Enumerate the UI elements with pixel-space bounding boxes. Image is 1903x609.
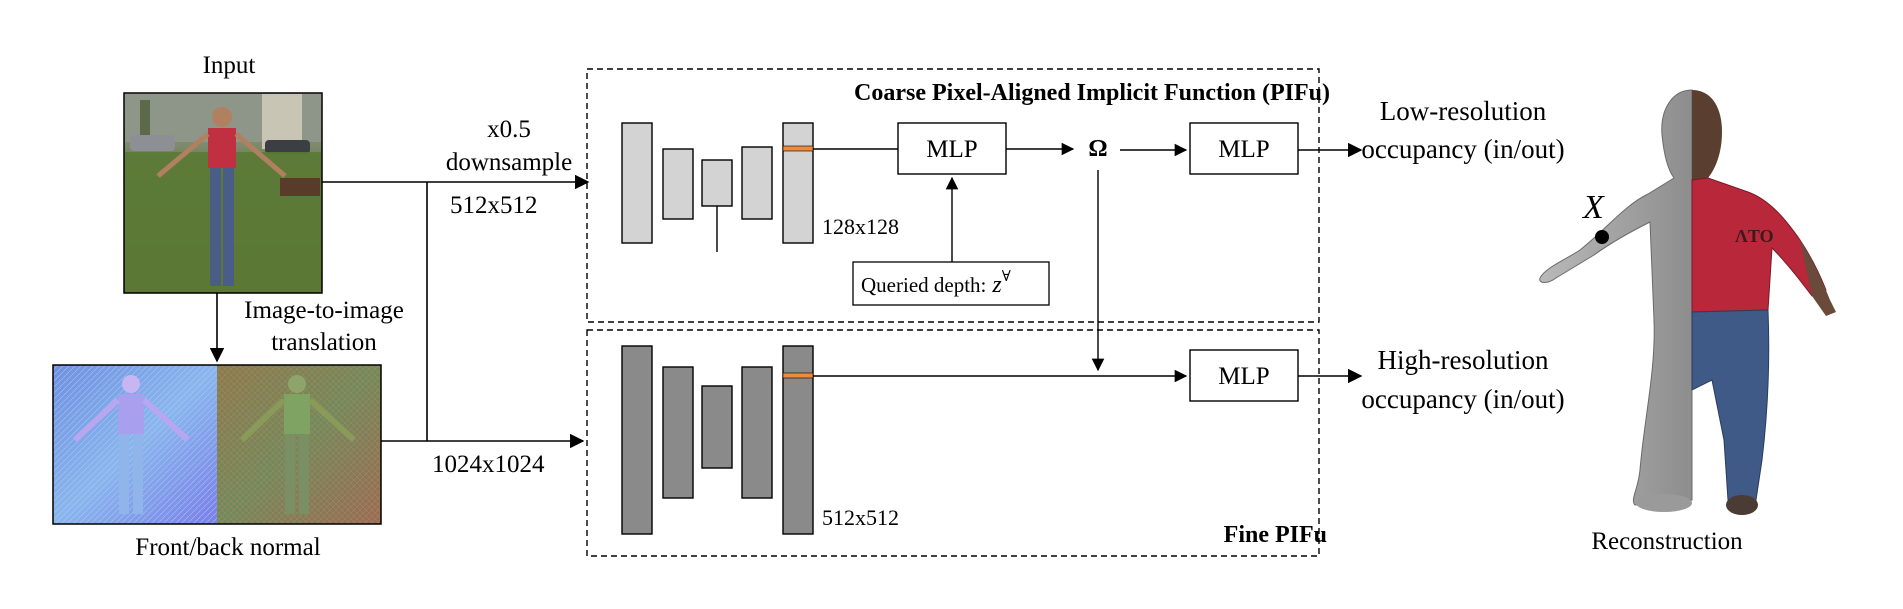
fine-mlp [1189, 349, 1299, 402]
low-res-output-line2: occupancy (in/out) [1361, 134, 1564, 164]
input-label: Input [203, 52, 256, 79]
coarse-mlp-1-label: MLP [926, 136, 977, 163]
high-res-output-line2: occupancy (in/out) [1361, 384, 1564, 414]
fine-pifu-box [586, 329, 1320, 557]
coarse-feature-res-label: 128x128 [822, 214, 899, 239]
coarse-mlp-1 [897, 122, 1007, 175]
depth-superscript: ∀ [1002, 269, 1011, 285]
img2img-label-line2: translation [271, 329, 377, 356]
front-back-normal-label: Front/back normal [135, 534, 320, 561]
coarse-block-4 [741, 146, 773, 220]
fine-feature-stripe [782, 372, 814, 379]
coarse-pifu-box [586, 68, 1320, 323]
queried-depth-box [852, 261, 1050, 306]
left-shoe [1636, 494, 1692, 512]
shirt-print-art: ΛTO [1735, 226, 1774, 246]
coarse-block-2 [662, 148, 694, 220]
reconstruction-label: Reconstruction [1591, 528, 1743, 555]
right-shoe [1726, 495, 1758, 515]
fine-block-1 [621, 345, 653, 535]
normal-maps-frame [52, 364, 382, 525]
query-point-marker [1595, 230, 1609, 244]
fine-pifu-title: Fine PIFu [1224, 522, 1327, 548]
queried-depth-text: Queried depth: [861, 273, 986, 297]
query-point-label: X [1581, 189, 1605, 226]
right-arm-skin [1800, 240, 1836, 316]
omega-symbol: Ω [1088, 136, 1107, 162]
head-skin [1692, 90, 1722, 182]
downsample-factor-label: x0.5 [487, 116, 531, 143]
reconstruction-figure: ΛTO [1539, 89, 1836, 515]
fine-block-4 [741, 366, 773, 499]
coarse-feature-stripe [782, 145, 814, 152]
coarse-mlp-2 [1189, 122, 1299, 175]
back-normal-map [217, 365, 381, 524]
fine-input-res-label: 1024x1024 [432, 451, 545, 478]
input-photo [123, 92, 323, 294]
jeans [1691, 309, 1770, 501]
fine-block-3 [701, 385, 733, 469]
coarse-mlp-2-label: MLP [1218, 136, 1269, 163]
gray-mesh-half [1539, 89, 1693, 506]
fine-block-2 [662, 366, 694, 499]
low-res-output-line1: Low-resolution [1380, 96, 1547, 126]
coarse-pifu-title: Coarse Pixel-Aligned Implicit Function (… [854, 80, 1330, 106]
front-normal-map [53, 365, 217, 524]
coarse-input-res-label: 512x512 [450, 192, 538, 219]
coarse-encoder [621, 122, 814, 252]
fine-mlp-label: MLP [1218, 363, 1269, 390]
fine-encoder [621, 345, 814, 535]
img2img-label-line1: Image-to-image [244, 297, 404, 324]
coarse-block-1 [621, 122, 653, 244]
downsample-label: downsample [446, 149, 572, 176]
queried-depth-label: Queried depth: z∀ [861, 269, 1011, 298]
red-shirt [1691, 177, 1827, 313]
coarse-block-3 [701, 159, 733, 207]
fine-feature-res-label: 512x512 [822, 505, 899, 530]
high-res-output-line1: High-resolution [1378, 345, 1549, 375]
depth-symbol: z [991, 272, 1002, 298]
coarse-block-5 [782, 122, 814, 244]
